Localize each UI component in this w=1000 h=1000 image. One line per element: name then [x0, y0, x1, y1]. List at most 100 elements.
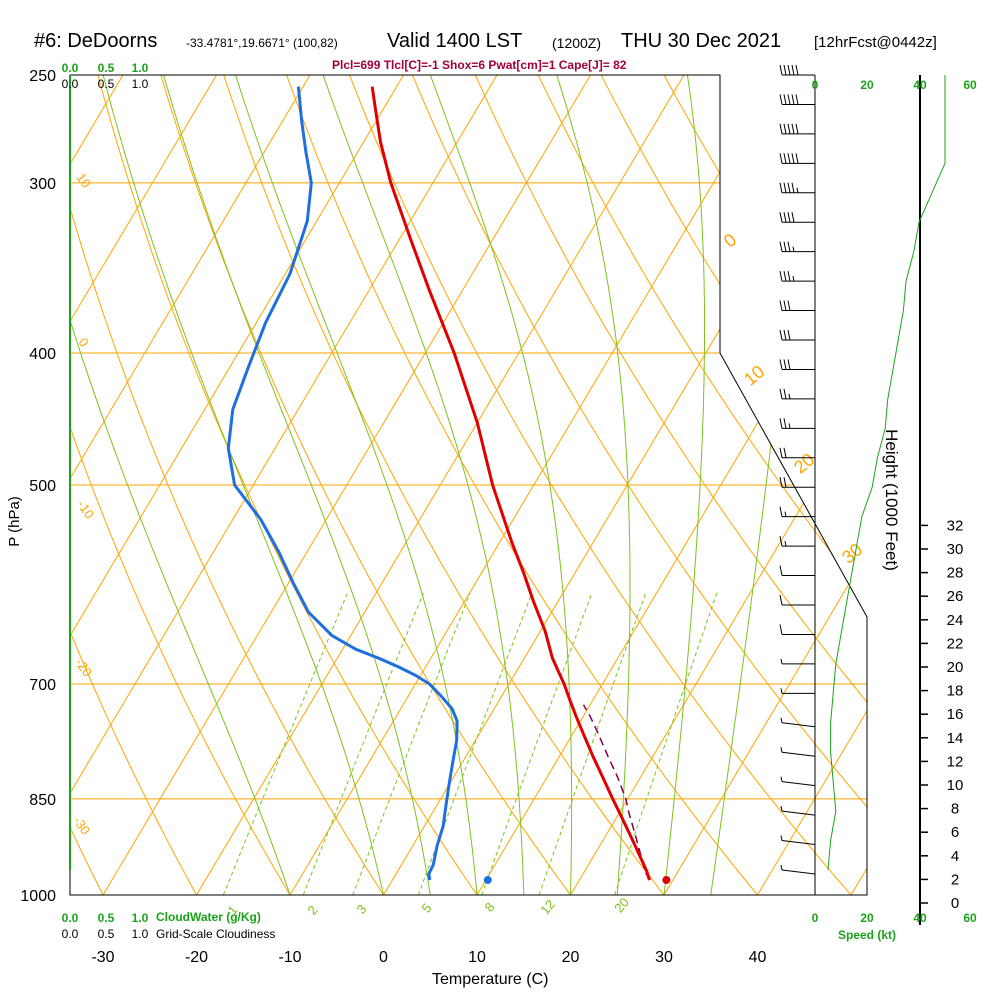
speed-scale-top: 20 — [860, 78, 874, 92]
wind-barb-feather — [787, 300, 791, 311]
wind-barb-feather — [795, 64, 799, 76]
dry-adiabat-label: -10 — [74, 497, 97, 521]
wind-barb-feather — [787, 123, 791, 134]
wind-barb-feather — [783, 388, 787, 399]
top-cloudwater-scale: 1.0 — [132, 61, 149, 75]
wind-barb-half — [796, 187, 799, 193]
p-tick-label: 250 — [29, 68, 56, 85]
dry-adiabat — [474, 75, 867, 895]
isotherm-line — [196, 75, 685, 895]
mixing-ratio-line — [222, 592, 349, 895]
isotherm-line — [102, 75, 591, 895]
dry-adiabat — [852, 75, 867, 895]
wind-barb-feather — [779, 565, 783, 576]
wind-barb-half — [780, 658, 783, 664]
wind-barb-feather — [787, 329, 791, 341]
wind-barb-feather — [787, 271, 791, 282]
height-tick-label: 10 — [947, 777, 964, 794]
fcst-text: [12hrFcst@0442z] — [814, 34, 937, 51]
dry-adiabat — [223, 75, 665, 895]
top-cloudiness-scale: 1.0 — [132, 77, 149, 91]
surface-dew-point — [483, 876, 492, 885]
wind-barb-feather — [783, 153, 787, 164]
height-tick-label: 6 — [951, 824, 959, 841]
wind-barb-feather — [791, 94, 795, 105]
station-title: #6: DeDoorns — [34, 30, 158, 52]
wind-barb-feather — [783, 123, 787, 134]
wind-barb-feather — [783, 300, 787, 311]
wind-barb-feather — [787, 241, 791, 252]
bottom-cloudiness-scale: 0.0 — [62, 927, 79, 941]
x-tick-label: -10 — [278, 949, 301, 966]
speed-scale-bottom: 20 — [860, 911, 874, 925]
x-tick-label: 40 — [749, 949, 767, 966]
wind-barb-feather — [783, 359, 787, 370]
wind-barb — [781, 869, 816, 875]
wind-barb-feather — [791, 153, 795, 164]
speed-scale-top: 0 — [812, 78, 819, 92]
wind-barb-feather — [779, 329, 783, 341]
speed-legend: Speed (kt) — [838, 928, 897, 942]
wind-barb-feather — [791, 64, 795, 76]
wind-barb-feather — [779, 536, 783, 547]
wind-barb — [781, 751, 816, 757]
isotherm-label: 30 — [838, 539, 866, 567]
wind-barb-feather — [779, 182, 783, 193]
isotherm-line — [70, 75, 217, 895]
dry-adiabat — [537, 75, 867, 895]
height-tick-label: 26 — [947, 588, 964, 605]
moist-adiabat — [70, 75, 291, 895]
wind-barb-feather — [779, 241, 783, 252]
mixing-ratio-line — [417, 592, 533, 895]
isotherm-line — [70, 75, 498, 895]
speed-scale-bottom: 60 — [963, 911, 977, 925]
height-tick-label: 8 — [951, 801, 959, 818]
wind-barb-feather — [779, 594, 783, 606]
x-tick-label: -30 — [91, 949, 114, 966]
cloudiness-legend: Grid-Scale Cloudiness — [156, 927, 276, 941]
wind-barb-feather — [787, 153, 791, 164]
wind-barb-feather — [795, 153, 799, 164]
wind-barb-feather — [783, 447, 787, 458]
wind-speed-profile — [827, 75, 946, 871]
bottom-cloudiness-scale: 1.0 — [132, 927, 149, 941]
dry-adiabat — [160, 75, 571, 895]
wind-barb-half — [780, 864, 783, 871]
wind-barb-half — [780, 717, 783, 723]
bottom-cloudwater-scale: 0.5 — [98, 911, 115, 925]
p-tick-label: 500 — [29, 478, 56, 495]
isotherm-line — [850, 75, 867, 895]
speed-scale-bottom: 0 — [812, 911, 819, 925]
isotherm-line — [70, 75, 311, 895]
wind-barb-feather — [783, 477, 787, 488]
x-tick-label: 0 — [379, 949, 388, 966]
wind-barb-feather — [779, 477, 783, 488]
top-cloudiness-scale: 0.0 — [62, 77, 79, 91]
x-tick-label: 20 — [562, 949, 580, 966]
wind-barb — [781, 840, 816, 846]
wind-barb-feather — [795, 94, 799, 105]
dry-adiabat — [286, 75, 758, 895]
surface-temp-point — [662, 876, 671, 885]
isotherm-line — [663, 75, 867, 895]
height-tick-label: 16 — [947, 706, 964, 723]
date-text: THU 30 Dec 2021 — [621, 30, 782, 52]
dry-adiabat — [979, 75, 1000, 895]
wind-barb-half — [788, 393, 791, 399]
bottom-cloudwater-scale: 0.0 — [62, 911, 79, 925]
dry-adiabat-label: 10 — [73, 170, 94, 190]
wind-barb — [781, 781, 816, 787]
mixing-ratio-line — [538, 592, 647, 895]
p-tick-label: 1000 — [20, 888, 56, 905]
height-tick-label: 28 — [947, 565, 964, 582]
dry-adiabat-label: -20 — [72, 655, 95, 679]
height-tick-label: 4 — [951, 848, 959, 865]
wind-barb-feather — [779, 212, 783, 223]
dry-adiabat — [411, 75, 867, 895]
y-axis-label: P (hPa) — [5, 496, 23, 547]
bottom-cloudwater-scale: 1.0 — [132, 911, 149, 925]
isotherm-label: 0 — [720, 230, 741, 252]
isotherm-label: 20 — [790, 449, 818, 477]
